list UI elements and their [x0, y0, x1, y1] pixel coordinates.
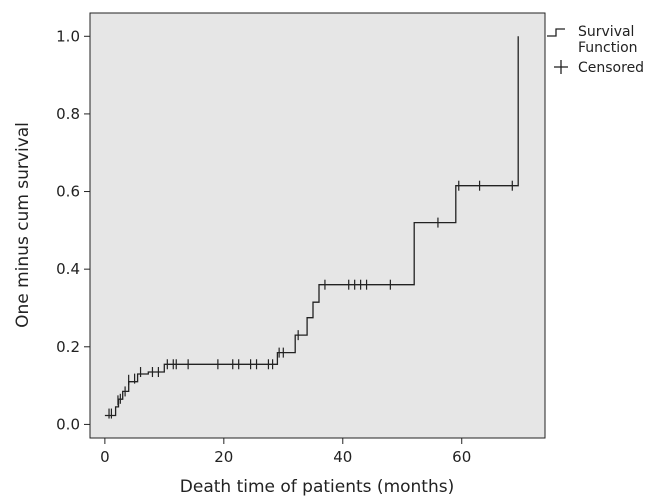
y-tick-label: 0.0	[56, 415, 80, 433]
legend-censored-label: Censored	[578, 60, 644, 76]
survival-function-line	[104, 36, 519, 417]
plot-area	[89, 12, 546, 439]
y-axis: 0.0 0.2 0.4 0.6 0.8 1.0	[56, 27, 90, 433]
legend-survival-label-line2: Function	[578, 40, 638, 56]
x-tick-label: 20	[214, 448, 233, 466]
legend-survival-icon	[547, 28, 565, 37]
x-tick-label: 40	[333, 448, 352, 466]
x-axis: 0 20 40 60	[100, 438, 471, 466]
x-tick-label: 0	[100, 448, 110, 466]
legend-survival-label-line1: Survival	[578, 24, 634, 40]
y-tick-label: 1.0	[56, 27, 80, 45]
y-tick-label: 0.8	[56, 105, 80, 123]
legend: Survival Function Censored	[547, 24, 644, 76]
y-axis-title: One minus cum survival	[13, 122, 33, 328]
y-tick-label: 0.2	[56, 338, 80, 356]
censored-markers	[108, 180, 513, 419]
x-tick-label: 60	[452, 448, 471, 466]
x-axis-title: Death time of patients (months)	[180, 477, 454, 497]
y-tick-label: 0.6	[56, 183, 80, 201]
legend-censored-icon	[554, 60, 568, 74]
y-tick-label: 0.4	[56, 260, 80, 278]
